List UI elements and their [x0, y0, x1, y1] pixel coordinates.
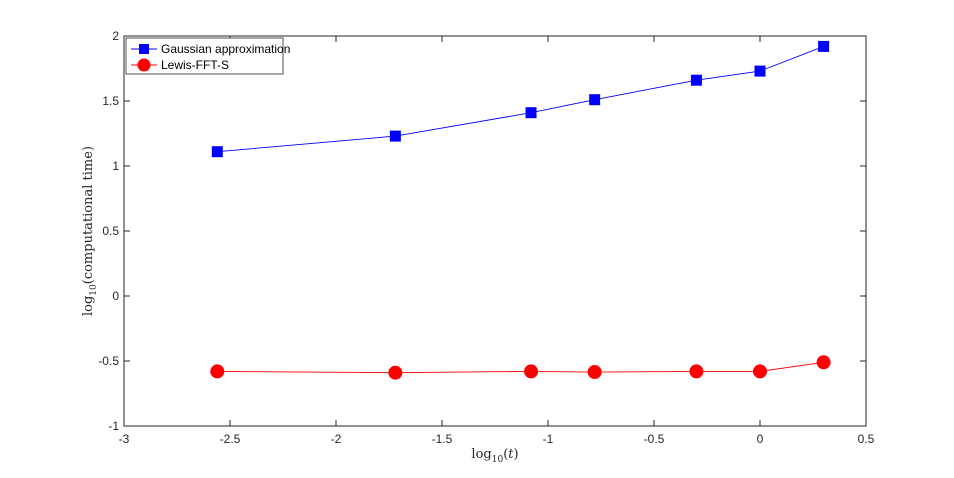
data-point-gaussian — [754, 65, 766, 77]
legend-label-lewis: Lewis-FFT-S — [161, 58, 229, 72]
y-tick-label: 1.5 — [102, 94, 119, 108]
x-tick-label: -1.5 — [432, 432, 453, 446]
legend-marker-lewis — [137, 58, 151, 72]
x-tick-label: 0.5 — [858, 432, 875, 446]
y-tick-label: -0.5 — [98, 354, 119, 368]
data-point-lewis — [753, 364, 767, 379]
data-point-lewis — [587, 365, 602, 380]
x-tick-label: -1 — [543, 432, 554, 446]
data-point-lewis — [524, 364, 539, 379]
data-point-gaussian — [589, 94, 601, 106]
data-point-lewis — [210, 364, 225, 379]
x-tick-label: 0 — [757, 432, 764, 446]
legend: Gaussian approximation Lewis-FFT-S — [125, 37, 290, 75]
data-point-gaussian — [818, 40, 830, 52]
y-tick-label: -1 — [108, 419, 119, 433]
x-tick-label: -2 — [331, 432, 342, 446]
data-point-gaussian — [389, 130, 401, 142]
series-layer — [210, 40, 831, 380]
x-axis-title: log10(t) — [471, 447, 518, 465]
y-axis-title: log10(computational time) — [81, 146, 99, 316]
data-point-gaussian — [525, 107, 537, 119]
data-point-lewis — [689, 364, 704, 379]
legend-label-gaussian: Gaussian approximation — [161, 42, 290, 56]
axis-ticks: -3 -2.5 -2 -1.5 -1 -0.5 0 0.5 -1 -0.5 0 0.5 1 1.5 2 — [98, 29, 874, 446]
plot-area — [123, 35, 867, 427]
y-tick-label: 2 — [112, 29, 119, 43]
x-tick-label: -3 — [119, 432, 130, 446]
y-tick-label: 1 — [112, 159, 119, 173]
data-point-gaussian — [690, 74, 702, 86]
y-tick-label: 0.5 — [102, 224, 119, 238]
x-tick-label: -2.5 — [220, 432, 241, 446]
y-tick-label: 0 — [112, 289, 119, 303]
legend-box — [125, 37, 284, 75]
data-point-lewis — [816, 355, 831, 370]
data-point-gaussian — [211, 146, 223, 158]
legend-marker-gaussian — [139, 44, 149, 54]
x-tick-label: -0.5 — [644, 432, 665, 446]
data-point-lewis — [388, 365, 403, 380]
